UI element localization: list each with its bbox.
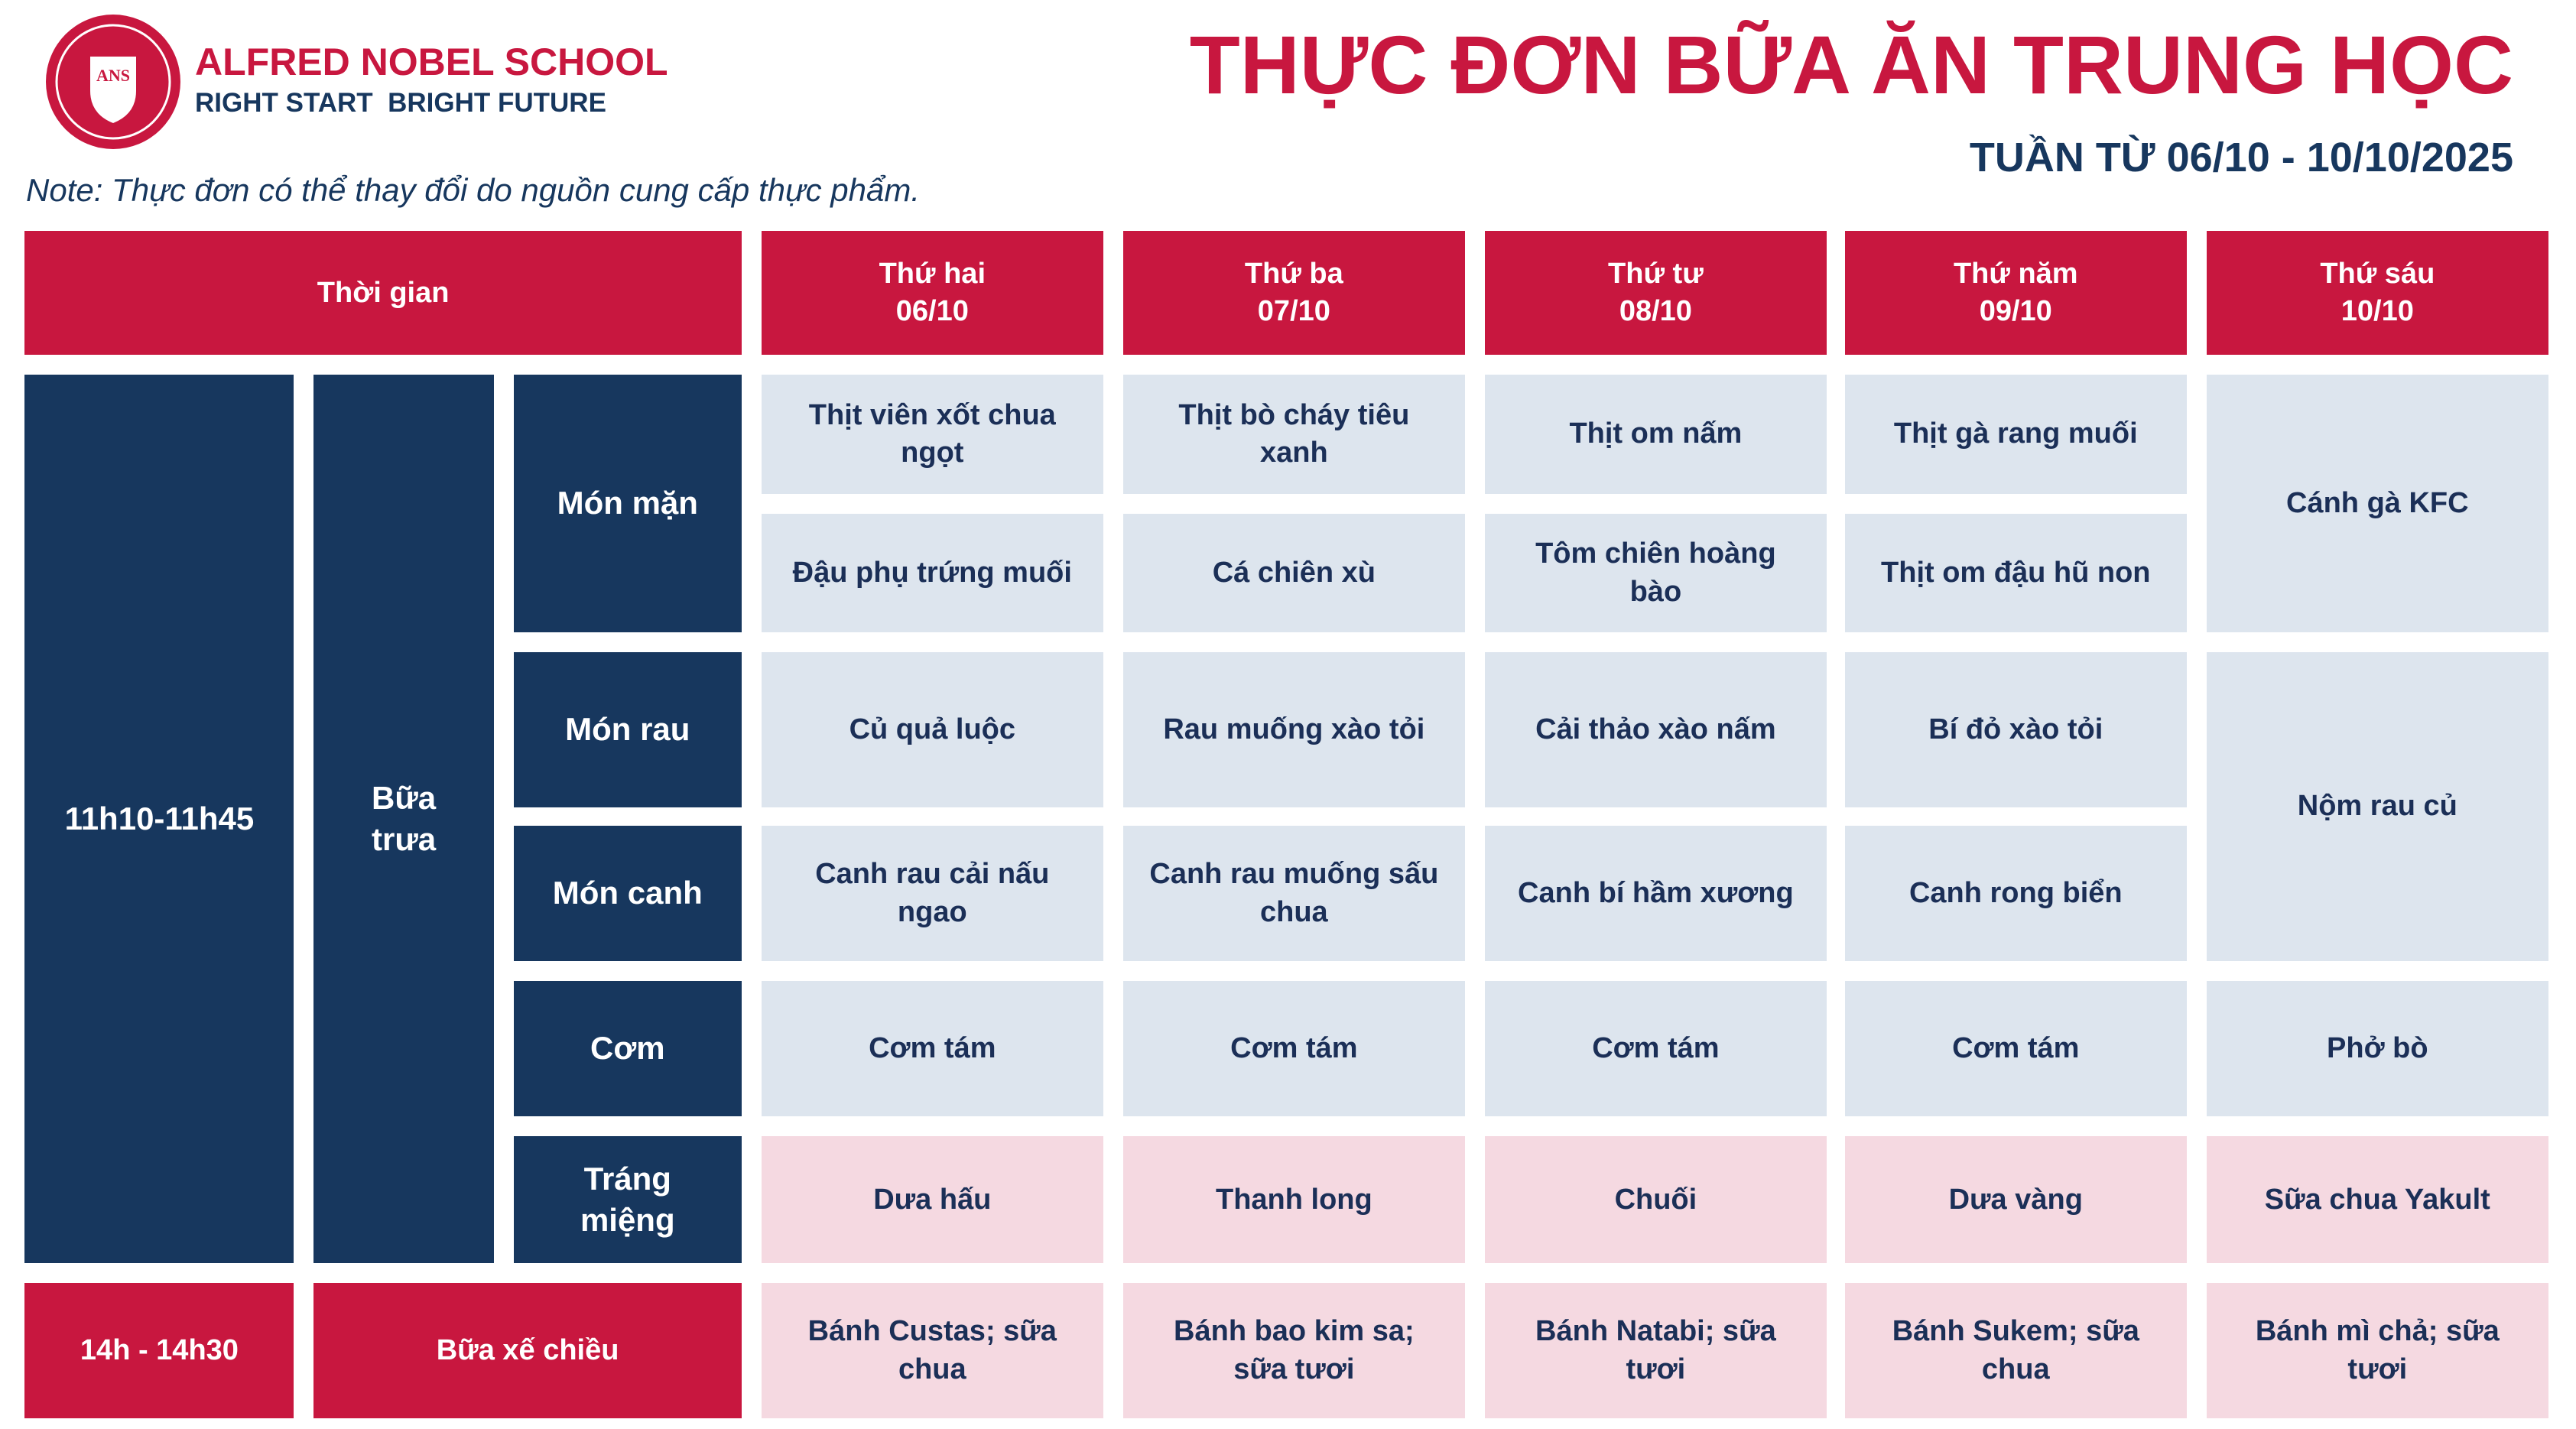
dish: Thịt om đậu hũ non: [1844, 513, 2187, 633]
dish: Cá chiên xù: [1122, 513, 1465, 633]
dish: Chuối: [1484, 1136, 1827, 1264]
dish: Thịt viên xốt chua ngọt: [761, 375, 1103, 494]
dish: Đậu phụ trứng muối: [761, 513, 1103, 633]
snack-dish: Bánh mì chả; sữa tươi: [2206, 1283, 2548, 1419]
snack-dish: Bánh Custas; sữa chua: [761, 1283, 1103, 1419]
dish: Thanh long: [1122, 1136, 1465, 1264]
day-header: Thứ hai 06/10: [761, 231, 1103, 356]
dish: Canh rong biển: [1844, 826, 2187, 962]
day-name: Thứ tư: [1608, 258, 1704, 290]
day-date: 08/10: [1619, 295, 1692, 328]
lunch-meal: Bữa trưa: [313, 375, 494, 1264]
snack-time: 14h - 14h30: [24, 1283, 294, 1419]
dish: Sữa chua Yakult: [2206, 1136, 2548, 1264]
logo: ANS: [46, 15, 180, 149]
snack-meal: Bữa xế chiều: [313, 1283, 742, 1419]
dish: Phở bò: [2206, 981, 2548, 1117]
day-header: Thứ sáu 10/10: [2206, 231, 2548, 356]
dish: Cánh gà KFC: [2206, 375, 2548, 633]
day-header: Thứ ba 07/10: [1122, 231, 1465, 356]
lunch-time: 11h10-11h45: [24, 375, 294, 1264]
dish: Cơm tám: [1484, 981, 1827, 1117]
logo-shield: [90, 57, 136, 123]
dish: Dưa hấu: [761, 1136, 1103, 1264]
school-name: ALFRED NOBEL SCHOOL: [195, 41, 668, 83]
dish: Canh bí hầm xương: [1484, 826, 1827, 962]
day-name: Thứ hai: [879, 258, 986, 290]
dish: Củ quả luộc: [761, 652, 1103, 808]
dish: Cơm tám: [1844, 981, 2187, 1117]
dish: Canh rau muống sấu chua: [1122, 826, 1465, 962]
title: THỰC ĐƠN BỮA ĂN TRUNG HỌC: [1189, 18, 2513, 111]
day-name: Thứ sáu: [2320, 258, 2435, 290]
day-header: Thứ tư 08/10: [1484, 231, 1827, 356]
dish: Nộm rau củ: [2206, 652, 2548, 962]
day-name: Thứ ba: [1244, 258, 1343, 290]
dish: Cơm tám: [1122, 981, 1465, 1117]
dish: Cơm tám: [761, 981, 1103, 1117]
snack-dish: Bánh bao kim sa; sữa tươi: [1122, 1283, 1465, 1419]
dish: Bí đỏ xào tỏi: [1844, 652, 2187, 808]
day-header: Thứ năm 09/10: [1844, 231, 2187, 356]
snack-dish: Bánh Natabi; sữa tươi: [1484, 1283, 1827, 1419]
dish: Dưa vàng: [1844, 1136, 2187, 1264]
note: Note: Thực đơn có thể thay đổi do nguồn …: [26, 172, 921, 208]
day-date: 07/10: [1257, 295, 1330, 328]
category: Tráng miệng: [513, 1136, 742, 1264]
dish: Thịt gà rang muối: [1844, 375, 2187, 494]
dish: Thịt om nấm: [1484, 375, 1827, 494]
day-date: 06/10: [895, 295, 969, 328]
day-date: 10/10: [2340, 295, 2414, 328]
day-name: Thứ năm: [1953, 258, 2078, 290]
logo-inner-ring: [55, 24, 171, 140]
logo-initials: ANS: [96, 66, 130, 85]
category: Món rau: [513, 652, 742, 808]
day-date: 09/10: [1979, 295, 2052, 328]
category: Món canh: [513, 826, 742, 962]
dish: Tôm chiên hoàng bào: [1484, 513, 1827, 633]
category: Cơm: [513, 981, 742, 1117]
tagline: RIGHT START BRIGHT FUTURE: [195, 88, 606, 118]
week: TUẦN TỪ 06/10 - 10/10/2025: [1969, 135, 2513, 180]
time-header: Thời gian: [24, 231, 742, 356]
dish: Canh rau cải nấu ngao: [761, 826, 1103, 962]
snack-dish: Bánh Sukem; sữa chua: [1844, 1283, 2187, 1419]
category: Món mặn: [513, 375, 742, 633]
dish: Cải thảo xào nấm: [1484, 652, 1827, 808]
dish: Thịt bò cháy tiêu xanh: [1122, 375, 1465, 494]
dish: Rau muống xào tỏi: [1122, 652, 1465, 808]
